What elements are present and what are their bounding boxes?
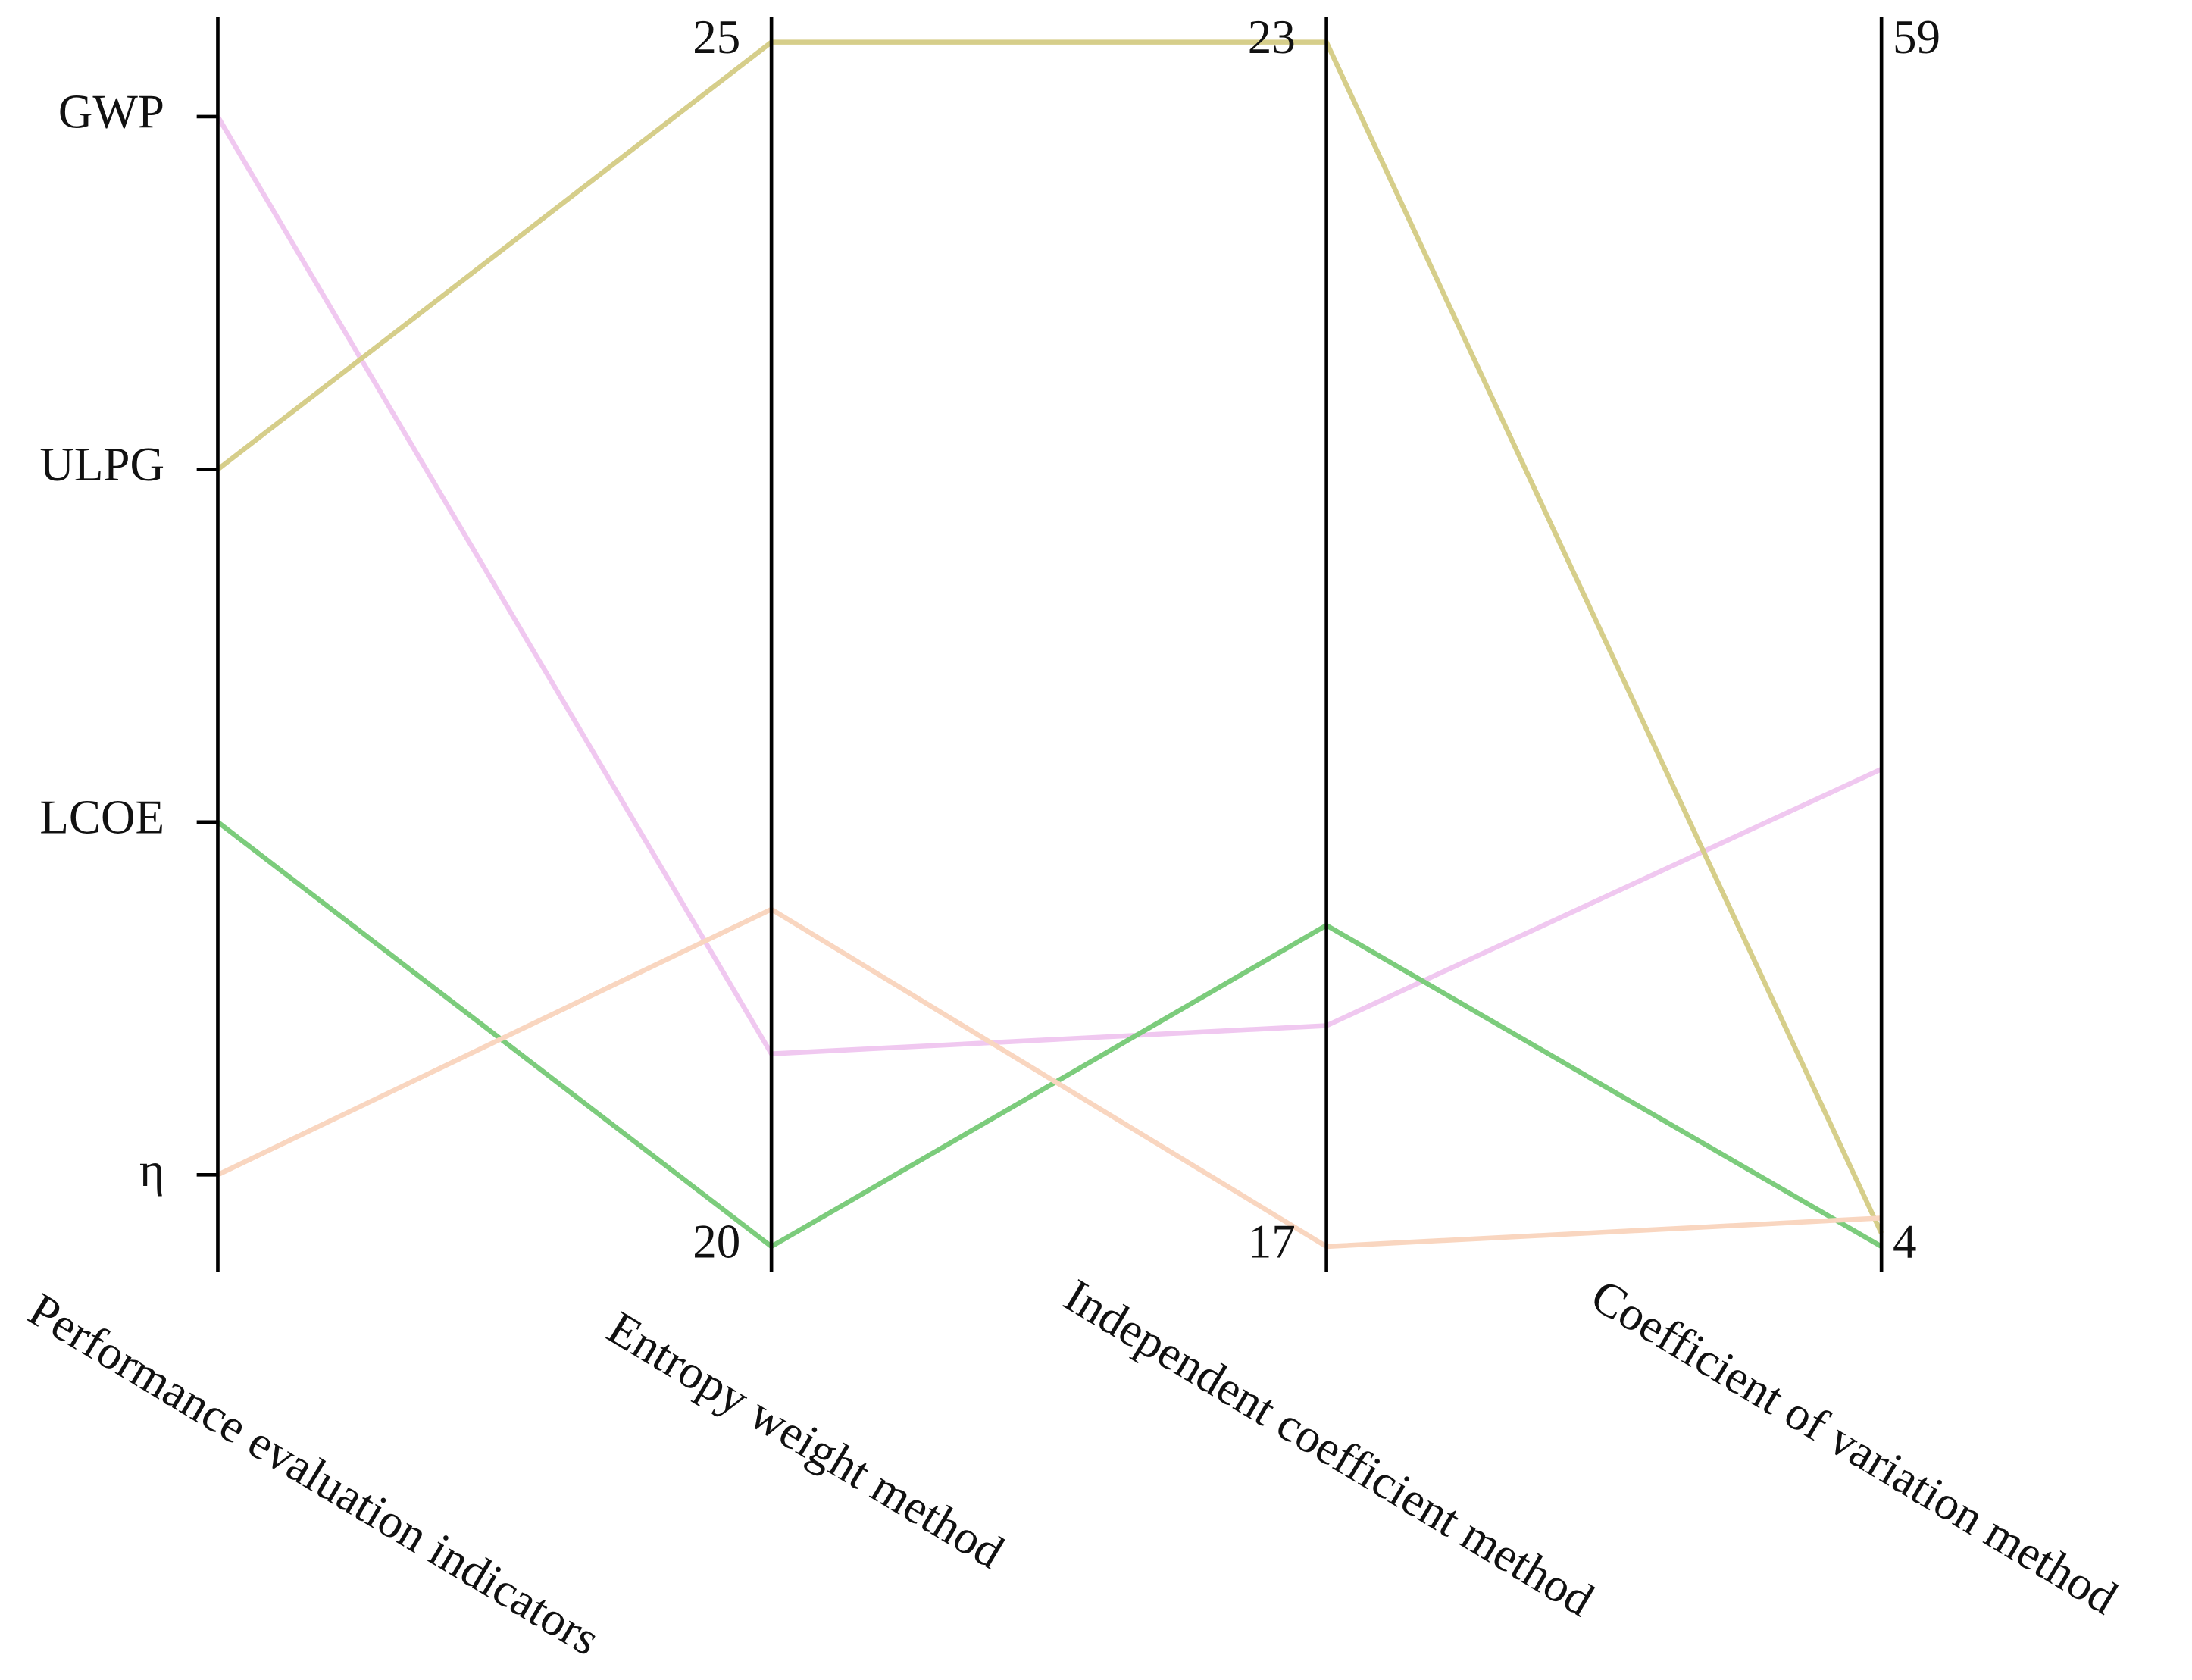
data-line (215, 115, 1883, 1056)
y-tick-label: GWP (58, 85, 164, 138)
data-line (217, 906, 1882, 1250)
data-line (216, 39, 1884, 1234)
data-line (216, 820, 1883, 1250)
y-tick-label: 17 (1248, 1215, 1296, 1268)
y-tick-label: 20 (693, 1215, 740, 1268)
y-tick-label: η (139, 1143, 164, 1197)
y-tick-label: LCOE (39, 790, 164, 843)
y-tick-label: 23 (1248, 11, 1296, 64)
y-tick-label: ULPG (39, 438, 164, 491)
y-tick-label: 59 (1893, 11, 1940, 64)
axis-label: Coefficient of variation method (1582, 1269, 2126, 1625)
y-tick-label: 25 (693, 11, 740, 64)
axis-label: Independent coefficient method (1055, 1269, 1603, 1626)
axis-label: Entropy weight method (599, 1301, 1012, 1579)
y-tick-label: 4 (1893, 1215, 1917, 1268)
axis-label: Performance evaluation indicators (20, 1283, 608, 1666)
